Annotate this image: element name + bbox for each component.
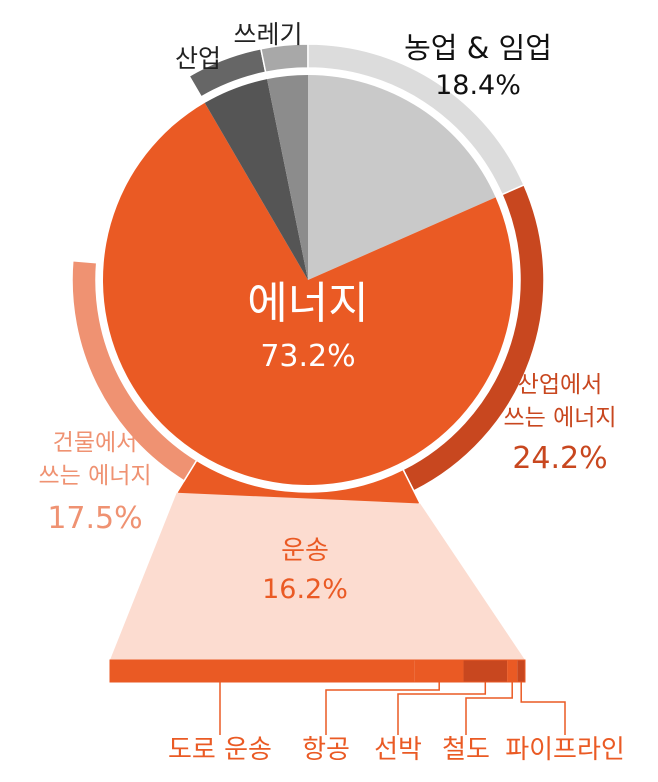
bar-segment-파이프라인	[517, 660, 525, 682]
label-agriculture-name: 농업 & 임업	[404, 31, 552, 65]
pie-slice-쓰레기	[267, 75, 308, 280]
bar-segment-철도	[507, 660, 518, 682]
label-industry-energy-line2: 쓰는 에너지	[503, 405, 616, 431]
bar-segment-도로-운송	[110, 660, 415, 682]
label-transport-name: 운송	[281, 536, 329, 566]
label-transport-value: 16.2%	[262, 574, 348, 605]
label-industry-energy-line1: 산업에서	[518, 372, 603, 398]
label-shipping: 선박	[374, 735, 422, 765]
transport-detail	[109, 492, 566, 735]
label-building-energy-line1: 건물에서	[53, 430, 138, 456]
label-waste-name: 쓰레기	[233, 20, 302, 49]
label-agriculture-value: 18.4%	[435, 70, 521, 101]
pie-slice-농업-임업	[308, 75, 496, 280]
bar-segment-항공	[414, 660, 464, 682]
transport-labels: 도로 운송 항공 선박 철도 파이프라인	[168, 735, 625, 765]
pie-slice-산업	[204, 79, 308, 280]
pie-slice-에너지	[103, 102, 513, 486]
leader-철도	[465, 682, 513, 735]
bar-segment-선박	[463, 660, 508, 682]
label-building-energy-line2: 쓰는 에너지	[38, 463, 151, 489]
leader-선박	[397, 682, 487, 735]
ring-segment-건물에서-쓰는-에너지	[71, 259, 198, 482]
label-industry-energy-value: 24.2%	[512, 441, 607, 476]
transport-bar-outline	[109, 659, 526, 683]
label-energy-name: 에너지	[247, 278, 368, 329]
leader-항공	[325, 682, 440, 735]
label-aviation: 항공	[302, 735, 350, 765]
label-industry-name: 산업	[175, 44, 221, 73]
inner-pie	[103, 75, 513, 486]
label-road: 도로 운송	[168, 735, 272, 765]
leader-파이프라인	[520, 682, 566, 735]
label-rail: 철도	[442, 735, 490, 765]
label-energy-value: 73.2%	[260, 339, 355, 374]
label-building-energy-value: 17.5%	[47, 501, 142, 536]
transport-funnel	[110, 492, 525, 660]
label-pipeline: 파이프라인	[505, 735, 625, 765]
